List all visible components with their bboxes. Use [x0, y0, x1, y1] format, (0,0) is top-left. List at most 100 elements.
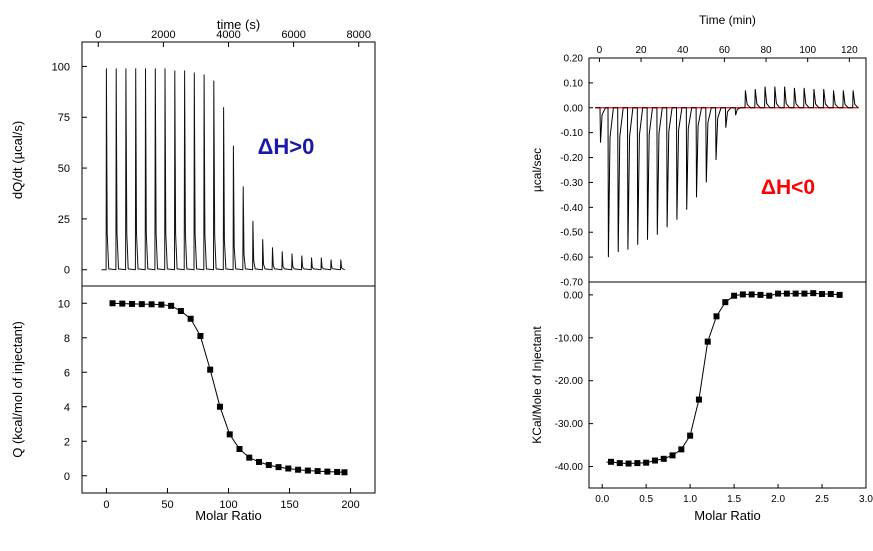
bottom-right-data-point: [810, 290, 817, 297]
bottom-left-data-point: [187, 315, 194, 322]
bottom-right-xtick-label: 1.0: [683, 494, 697, 505]
bottom-right-xtick-label: 0.0: [595, 494, 609, 505]
bottom-left-y-axis-title: Q (kcal/mol of injectant): [10, 321, 25, 458]
top-right-x-axis-title: Time (min): [699, 13, 756, 27]
panel-bottom-right: 0.0 0.5 1.0 1.5 2.0 2.5 3.0 Molar Ratio 0.00 -10.…: [530, 290, 873, 523]
bottom-left-data-point: [314, 468, 321, 475]
bottom-right-data-point: [731, 292, 738, 299]
bottom-left-xtick-label: 0: [103, 499, 109, 511]
bottom-right-data-point: [625, 460, 632, 467]
top-right-ytick-label: -0.20: [560, 153, 583, 164]
bottom-right-data-point: [722, 299, 729, 306]
bottom-right-data-point: [678, 446, 685, 453]
top-right-xtick-label: 40: [677, 45, 689, 56]
panel-bottom-left-frame: [81, 285, 376, 494]
bottom-left-ytick-label: 6: [64, 367, 70, 379]
bottom-right-data-point: [704, 338, 711, 345]
top-right-xtick-label: 60: [719, 45, 731, 56]
bottom-right-ytick-label: -20.00: [555, 376, 584, 387]
top-left-xtick-label: 8000: [346, 29, 370, 41]
top-right-ytick-label: -0.40: [560, 203, 583, 214]
panel-bottom-left: 0 50 100 150 200 Molar Ratio 0 2 4 6 8 10 Q (kcal/mo…: [10, 298, 360, 523]
top-right-ytick-label: -0.60: [560, 253, 583, 264]
bottom-left-data-point: [119, 300, 126, 307]
bottom-left-data-point: [334, 468, 341, 475]
top-right-ytick-label: -0.50: [560, 228, 583, 239]
bottom-left-data-point: [109, 300, 116, 307]
bottom-right-data-point: [783, 290, 790, 297]
top-right-xtick-label: 80: [760, 45, 772, 56]
top-left-ytick-label: 50: [58, 163, 70, 175]
bottom-right-data-point: [819, 291, 826, 298]
bottom-left-data-point: [265, 462, 272, 469]
bottom-right-data-point: [713, 313, 720, 320]
bottom-right-xtick-label: 2.0: [771, 494, 785, 505]
top-right-xtick-label: 120: [841, 45, 858, 56]
bottom-left-data-point: [138, 301, 145, 308]
top-right-xtick-label: 0: [597, 45, 603, 56]
bottom-right-ytick-label: -40.00: [555, 462, 584, 473]
bottom-right-data-point: [616, 460, 623, 467]
bottom-left-data-point: [197, 333, 204, 340]
bottom-right-data-point: [827, 291, 834, 298]
top-left-ytick-label: 100: [52, 61, 70, 73]
bottom-left-data-point: [304, 467, 311, 474]
bottom-right-x-axis-title: Molar Ratio: [694, 508, 760, 523]
top-right-ytick-label: -0.30: [560, 178, 583, 189]
top-left-xtick-label: 2000: [151, 29, 175, 41]
bottom-right-data-point: [739, 291, 746, 298]
bottom-right-data-point: [651, 457, 658, 464]
bottom-right-data-point: [801, 290, 808, 297]
bottom-right-ytick-label: -10.00: [555, 333, 584, 344]
bottom-left-data-point: [246, 454, 253, 461]
bottom-right-data-point: [792, 290, 799, 297]
bottom-right-fit-line: [606, 292, 840, 465]
bottom-right-ytick-label: -30.00: [555, 419, 584, 430]
top-right-ytick-label: -0.10: [560, 128, 583, 139]
bottom-left-data-point: [285, 465, 292, 472]
bottom-left-data-point: [236, 446, 243, 453]
panel-bottom-right-frame: [588, 281, 867, 489]
bottom-left-data-point: [148, 301, 155, 308]
bottom-right-data-point: [757, 291, 764, 298]
bottom-right-data-point: [643, 459, 650, 466]
bottom-left-fit-line: [112, 302, 345, 473]
bottom-right-data-point: [660, 455, 667, 462]
top-right-xtick-label: 20: [636, 45, 648, 56]
bottom-right-data-point: [836, 291, 843, 298]
bottom-right-data-point: [687, 432, 694, 439]
top-left-xtick-label: 0: [95, 29, 101, 41]
bottom-right-data-point: [669, 452, 676, 459]
top-left-xtick-label: 6000: [281, 29, 305, 41]
top-right-ytick-label: 0.20: [564, 54, 584, 65]
bottom-left-ytick-label: 10: [58, 298, 70, 310]
bottom-left-x-axis-title: Molar Ratio: [195, 508, 261, 523]
bottom-left-data-point: [226, 431, 233, 438]
bottom-right-data-point: [775, 290, 782, 297]
bottom-left-xtick-label: 50: [161, 499, 173, 511]
bottom-left-data-point: [256, 458, 263, 465]
bottom-left-data-point: [295, 466, 302, 473]
bottom-left-data-point: [341, 469, 348, 476]
top-right-thermogram-line: [595, 86, 860, 258]
bottom-left-xtick-label: 200: [341, 499, 359, 511]
bottom-left-xtick-label: 100: [219, 499, 237, 511]
top-left-xtick-label: 4000: [216, 29, 240, 41]
top-left-ytick-label: 0: [64, 265, 70, 277]
bottom-left-data-point: [177, 308, 184, 315]
bottom-right-xtick-label: 0.5: [639, 494, 653, 505]
bottom-left-ytick-label: 4: [64, 402, 70, 414]
bottom-left-data-point: [168, 302, 175, 309]
bottom-left-data-point: [207, 366, 214, 373]
bottom-right-data-point: [634, 460, 641, 467]
bottom-left-xtick-label: 150: [280, 499, 298, 511]
panel-top-left: 0 2000 4000 6000 8000 time (s) 0 25 50 75 100 dQ/dt…: [10, 17, 371, 277]
top-right-ytick-label: 0.10: [564, 78, 584, 89]
bottom-right-data-point: [766, 292, 773, 299]
bottom-right-xtick-label: 2.5: [815, 494, 829, 505]
bottom-left-data-point: [216, 403, 223, 410]
top-right-y-axis-title: µcal/sec: [530, 148, 544, 192]
bottom-left-data-point: [324, 468, 331, 475]
top-right-ytick-label: 0.00: [564, 103, 584, 114]
